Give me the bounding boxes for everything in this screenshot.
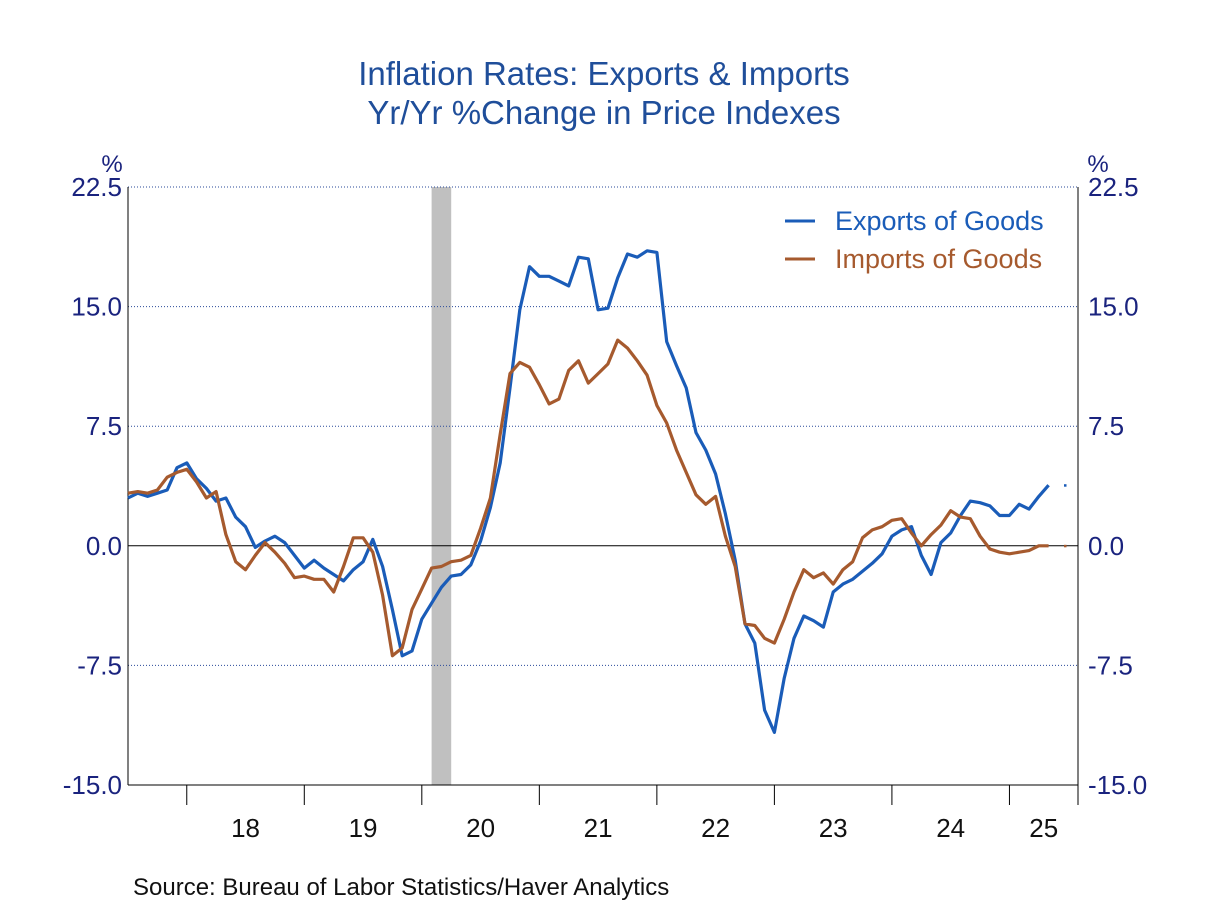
x-tick-label: 20 — [466, 813, 495, 843]
x-tick-label: 18 — [231, 813, 260, 843]
recession-band — [431, 187, 452, 785]
y-tick-label-left: -7.5 — [77, 650, 122, 680]
series-end-marker — [1064, 484, 1067, 487]
x-tick-label: 25 — [1029, 813, 1058, 843]
chart-subtitle: Yr/Yr %Change in Price Indexes — [367, 94, 840, 131]
x-tick-label: 24 — [936, 813, 965, 843]
x-tick-label: 21 — [584, 813, 613, 843]
right-axis-unit: % — [1087, 151, 1108, 178]
chart-title: Inflation Rates: Exports & Imports — [358, 55, 850, 92]
series-end-marker — [1064, 544, 1067, 548]
series-line-exports — [127, 249, 1050, 735]
series-line-imports — [127, 338, 1049, 658]
y-tick-label-left: 15.0 — [71, 292, 122, 322]
y-tick-label-right: 15.0 — [1088, 292, 1139, 322]
y-tick-label-right: 0.0 — [1088, 531, 1124, 561]
x-tick-label: 23 — [819, 813, 848, 843]
source-note: Source: Bureau of Labor Statistics/Haver… — [133, 874, 669, 901]
y-tick-label-right: 7.5 — [1088, 411, 1124, 441]
y-tick-label-right: -7.5 — [1088, 650, 1133, 680]
y-tick-label-left: 0.0 — [86, 531, 122, 561]
y-tick-label-left: -15.0 — [63, 770, 122, 800]
legend-entry: Imports of Goods — [835, 244, 1042, 274]
y-tick-label-right: 22.5 — [1088, 172, 1139, 202]
x-tick-label: 19 — [349, 813, 378, 843]
legend-entry: Exports of Goods — [835, 206, 1044, 236]
y-tick-label-left: 22.5 — [71, 172, 122, 202]
y-tick-label-left: 7.5 — [86, 411, 122, 441]
x-tick-label: 22 — [701, 813, 730, 843]
left-axis-unit: % — [101, 151, 122, 178]
y-tick-label-right: -15.0 — [1088, 770, 1147, 800]
